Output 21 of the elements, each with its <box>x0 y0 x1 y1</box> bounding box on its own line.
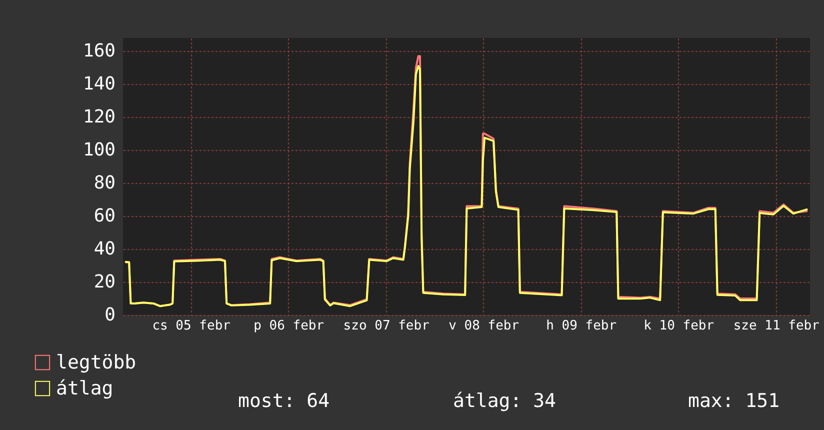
text: átlag: 34 <box>453 390 556 412</box>
y-tick-label: 160 <box>82 40 116 62</box>
y-tick-label: 100 <box>82 140 116 161</box>
legend-label: legtöbb <box>56 352 136 374</box>
x-tick-label: sze 11 febr <box>733 318 820 334</box>
text: max: 151 <box>688 390 780 412</box>
y-tick-label: 60 <box>94 206 116 227</box>
y-tick-label: 120 <box>82 106 116 128</box>
y-tick-label: 40 <box>94 238 116 260</box>
y-tick-label: 0 <box>104 304 116 326</box>
y-tick-label: 80 <box>94 172 116 194</box>
y-tick-label: 140 <box>82 74 116 95</box>
text: most: 64 <box>238 390 330 412</box>
x-tick-label: k 10 febr <box>644 318 714 334</box>
x-tick-label: szo 07 febr <box>343 318 430 334</box>
x-tick-label: h 09 febr <box>546 318 617 334</box>
x-tick-label: p 06 febr <box>254 318 324 334</box>
x-tick-label: cs 05 febr <box>152 318 231 334</box>
x-tick-label: v 08 febr <box>448 318 520 334</box>
y-tick-label: 20 <box>94 272 116 293</box>
legend-label: átlag <box>56 378 114 400</box>
